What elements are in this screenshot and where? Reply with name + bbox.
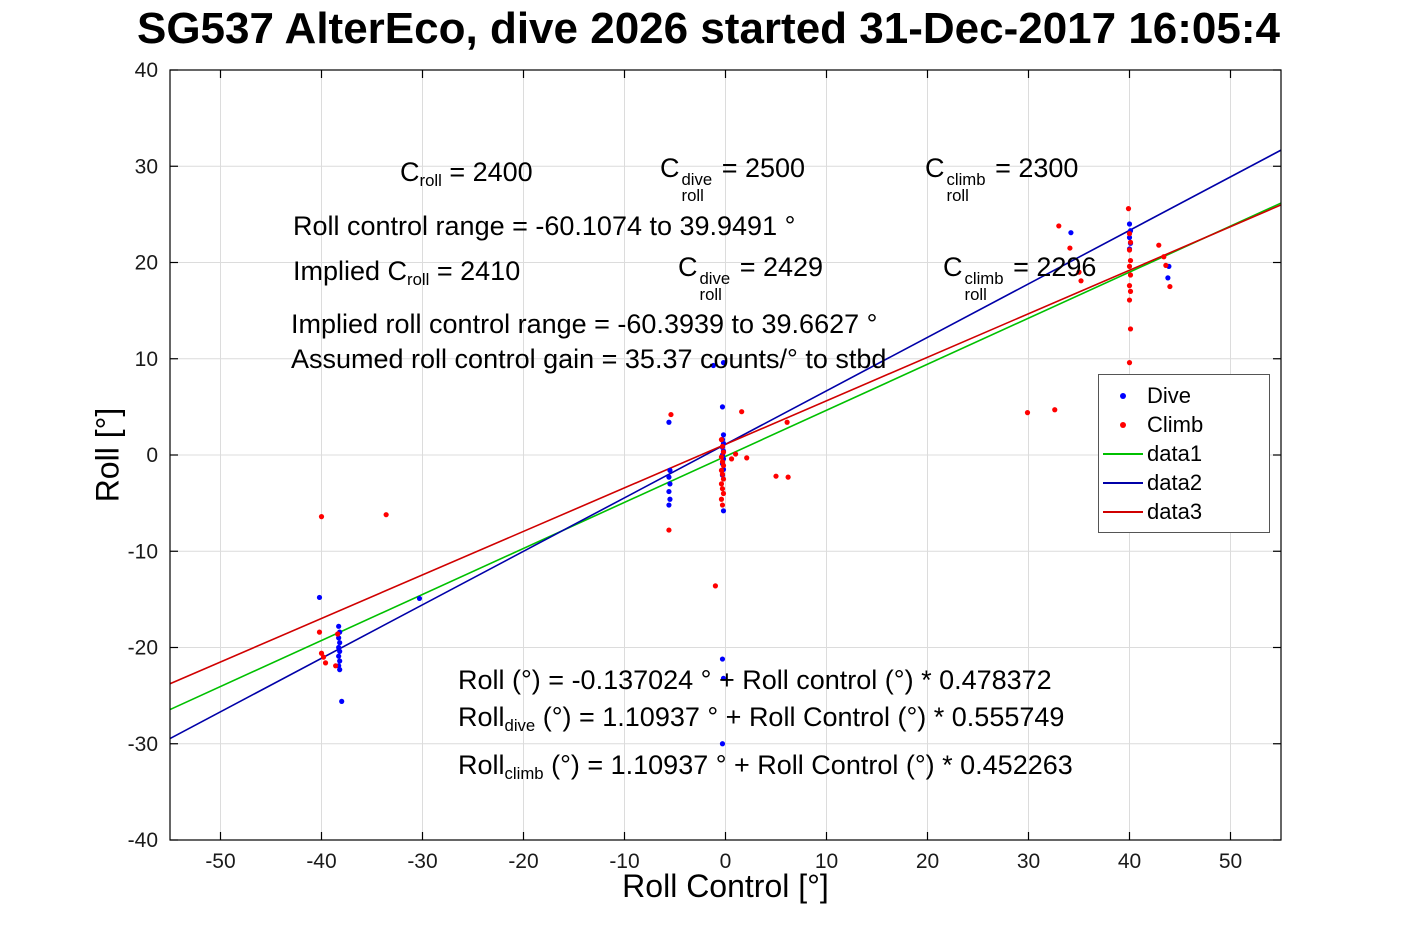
legend-label: data3 [1147,498,1203,524]
legend-line-marker [1099,481,1147,484]
legend-label: Climb [1147,411,1204,437]
svg-text:-10: -10 [128,540,158,563]
svg-text:0: 0 [720,850,732,873]
legend-label: Dive [1147,382,1192,408]
legend-entry-data1: data1 [1099,439,1269,468]
legend: Dive Climb data1 data2 data3 [1098,374,1270,533]
svg-text:20: 20 [135,252,158,275]
svg-text:10: 10 [135,348,158,371]
legend-line-marker [1099,510,1147,513]
legend-entry-climb: Climb [1099,410,1269,439]
legend-label: data2 [1147,469,1203,495]
x-tick-labels: -50 -40 -30 -20 -10 0 10 20 30 40 50 [205,850,1242,873]
svg-text:-20: -20 [128,637,158,660]
tick-marks [170,69,1281,841]
svg-text:-20: -20 [508,850,538,873]
y-axis-label: Roll [°] [89,407,126,503]
svg-text:20: 20 [916,850,939,873]
svg-text:0: 0 [146,444,158,467]
scatter-climb [316,206,1173,669]
legend-dot-marker [1099,392,1147,399]
svg-text:40: 40 [135,59,158,82]
svg-text:-30: -30 [128,733,158,756]
svg-text:40: 40 [1118,850,1141,873]
svg-text:-50: -50 [205,850,235,873]
svg-text:-40: -40 [306,850,336,873]
legend-entry-dive: Dive [1099,381,1269,410]
legend-line-marker [1099,452,1147,455]
scatter-dive [316,221,1172,747]
svg-text:30: 30 [1017,850,1040,873]
legend-dot-marker [1099,421,1147,428]
legend-entry-data2: data2 [1099,468,1269,497]
svg-text:50: 50 [1219,850,1242,873]
svg-text:-10: -10 [609,850,639,873]
svg-text:-30: -30 [407,850,437,873]
svg-text:30: 30 [135,155,158,178]
fit-line-data1 [169,202,1282,711]
y-tick-labels: -40 -30 -20 -10 0 10 20 30 40 [128,59,158,852]
chart-title: SG537 AlterEco, dive 2026 started 31-Dec… [136,4,1280,53]
legend-entry-data3: data3 [1099,497,1269,526]
svg-text:10: 10 [815,850,838,873]
legend-label: data1 [1147,440,1203,466]
svg-text:-40: -40 [128,829,158,852]
x-axis-label: Roll Control [°] [622,868,829,904]
